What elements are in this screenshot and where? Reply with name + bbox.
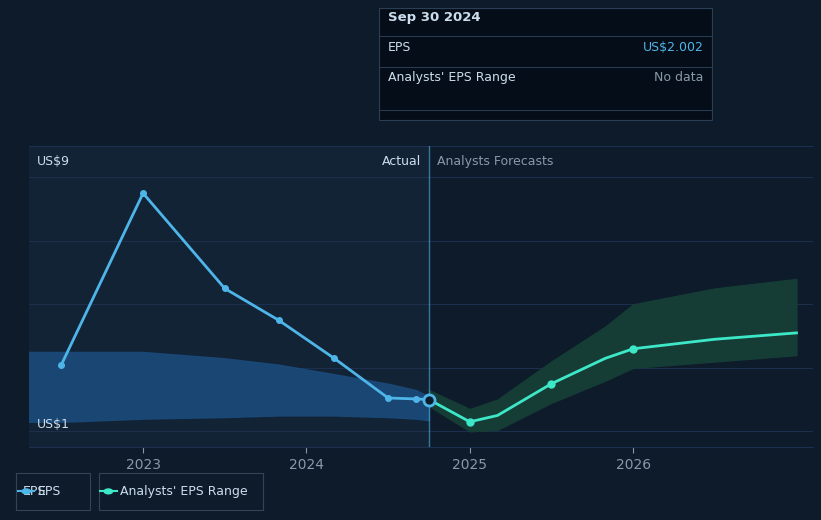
- Text: US$9: US$9: [37, 155, 70, 168]
- Text: Sep 30 2024: Sep 30 2024: [388, 11, 480, 24]
- Text: EPS: EPS: [388, 41, 410, 54]
- Text: Analysts' EPS Range: Analysts' EPS Range: [388, 71, 515, 84]
- Text: Actual: Actual: [382, 154, 421, 167]
- Text: US$1: US$1: [37, 418, 70, 431]
- Text: EPS: EPS: [23, 485, 46, 498]
- Text: Analysts' EPS Range: Analysts' EPS Range: [120, 485, 247, 498]
- Text: Analysts Forecasts: Analysts Forecasts: [437, 154, 553, 167]
- Text: EPS: EPS: [38, 485, 61, 498]
- Text: US$2.002: US$2.002: [643, 41, 704, 54]
- Text: No data: No data: [654, 71, 704, 84]
- Bar: [29, 146, 429, 447]
